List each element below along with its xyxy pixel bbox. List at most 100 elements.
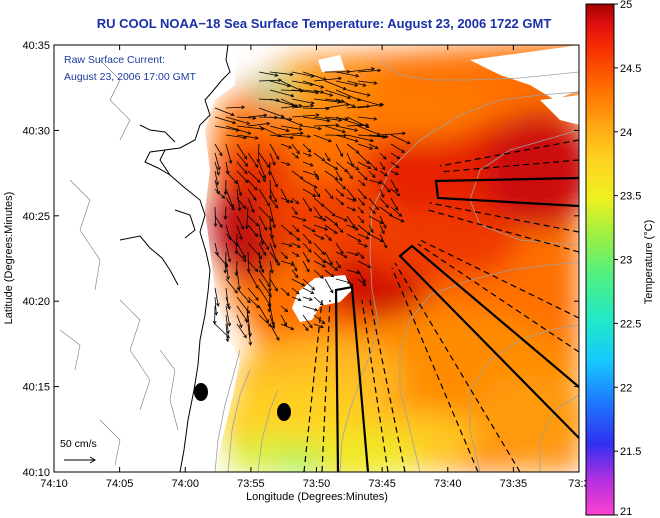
current-vector bbox=[236, 179, 243, 197]
current-vector bbox=[236, 161, 248, 175]
current-vector bbox=[225, 125, 252, 135]
current-vector bbox=[236, 314, 243, 329]
x-tick-label: 74:00 bbox=[171, 478, 199, 490]
current-vector bbox=[313, 89, 334, 97]
colorbar-tick-label: 21 bbox=[620, 506, 632, 518]
current-vector bbox=[247, 323, 253, 346]
current-vector bbox=[390, 152, 401, 160]
current-vector bbox=[313, 134, 332, 143]
current-vector bbox=[335, 188, 345, 197]
x-tick-label: 74:05 bbox=[106, 478, 134, 490]
current-vector bbox=[225, 305, 232, 327]
current-vector bbox=[302, 197, 312, 212]
current-vector bbox=[302, 161, 314, 167]
current-vector bbox=[357, 260, 372, 268]
current-vector bbox=[291, 269, 299, 279]
current-vector bbox=[313, 197, 325, 207]
current-vector bbox=[357, 206, 364, 214]
current-vector bbox=[346, 251, 360, 257]
current-vector bbox=[214, 116, 237, 125]
colorbar-tick-label: 24.5 bbox=[620, 63, 641, 75]
current-vector bbox=[335, 224, 344, 233]
current-vector bbox=[225, 143, 233, 165]
current-vector bbox=[324, 260, 339, 271]
current-vector bbox=[335, 125, 359, 132]
current-vector bbox=[269, 125, 290, 133]
current-vector bbox=[258, 278, 272, 298]
current-vector bbox=[379, 170, 388, 177]
current-vector bbox=[236, 242, 246, 259]
current-vector bbox=[379, 215, 387, 229]
x-tick-label: 73:55 bbox=[237, 478, 265, 490]
colorbar-ticks: 25 24.5 24 23.5 23 22.5 22 21.5 21 bbox=[614, 0, 641, 518]
current-vector bbox=[291, 197, 300, 205]
x-tick-label: 73:35 bbox=[500, 478, 528, 490]
current-vector bbox=[302, 278, 316, 291]
current-vector bbox=[335, 134, 359, 143]
current-vector bbox=[258, 188, 270, 207]
current-vector bbox=[269, 197, 279, 209]
current-vector bbox=[280, 143, 293, 149]
figure-title: RU COOL NOAA−18 Sea Surface Temperature:… bbox=[97, 16, 552, 31]
current-vector bbox=[357, 161, 372, 170]
current-vector bbox=[225, 296, 231, 310]
current-vector bbox=[269, 251, 280, 266]
coastline bbox=[119, 45, 231, 472]
current-vector bbox=[291, 215, 307, 222]
current-vector bbox=[225, 242, 232, 263]
y-tick-label: 40:35 bbox=[22, 40, 50, 52]
current-vector bbox=[258, 206, 274, 222]
current-vector bbox=[357, 116, 378, 121]
current-vector bbox=[302, 170, 319, 177]
current-vector bbox=[335, 98, 356, 108]
x-tick-label: 73:3 bbox=[568, 478, 589, 490]
colorbar-tick-label: 24 bbox=[620, 127, 632, 139]
current-vector bbox=[324, 80, 347, 91]
current-vector bbox=[324, 161, 339, 170]
current-vector bbox=[379, 188, 385, 198]
current-vector bbox=[313, 251, 326, 264]
current-vector bbox=[335, 215, 348, 222]
current-vector bbox=[258, 71, 279, 77]
current-vector bbox=[324, 233, 332, 242]
current-vector bbox=[368, 215, 384, 224]
current-vector bbox=[368, 134, 389, 139]
current-vector bbox=[225, 116, 251, 125]
current-vector bbox=[379, 161, 385, 171]
current-vector bbox=[357, 170, 368, 181]
current-vector bbox=[313, 116, 343, 122]
current-vector bbox=[357, 134, 387, 139]
current-vector bbox=[324, 125, 346, 134]
current-vector bbox=[335, 179, 346, 190]
current-vector bbox=[313, 269, 324, 279]
current-vector bbox=[269, 188, 278, 203]
current-vector bbox=[269, 233, 277, 249]
current-vector bbox=[335, 197, 345, 206]
current-vector bbox=[302, 242, 312, 253]
current-vector bbox=[236, 170, 249, 184]
current-vector bbox=[236, 143, 248, 160]
current-vector bbox=[313, 170, 320, 181]
current-vector bbox=[302, 224, 316, 233]
current-vector bbox=[313, 296, 324, 306]
current-vector bbox=[357, 102, 385, 109]
current-vector bbox=[346, 123, 370, 128]
current-vector bbox=[346, 233, 362, 242]
current-vector bbox=[291, 242, 301, 248]
current-vector bbox=[256, 143, 261, 163]
current-vector bbox=[313, 188, 321, 198]
y-tick-label: 40:10 bbox=[22, 467, 50, 479]
current-vector bbox=[379, 179, 391, 193]
current-vector bbox=[247, 197, 255, 214]
current-vector bbox=[302, 287, 315, 294]
current-vector bbox=[346, 278, 353, 287]
current-vector bbox=[379, 206, 393, 217]
current-vector bbox=[302, 251, 310, 263]
current-vector bbox=[324, 89, 352, 100]
current-vector bbox=[346, 134, 374, 143]
current-vector bbox=[225, 197, 235, 211]
current-vector bbox=[247, 113, 268, 118]
current-vector bbox=[324, 269, 335, 278]
station-marker bbox=[194, 383, 208, 401]
y-tick-label: 40:30 bbox=[22, 125, 50, 137]
